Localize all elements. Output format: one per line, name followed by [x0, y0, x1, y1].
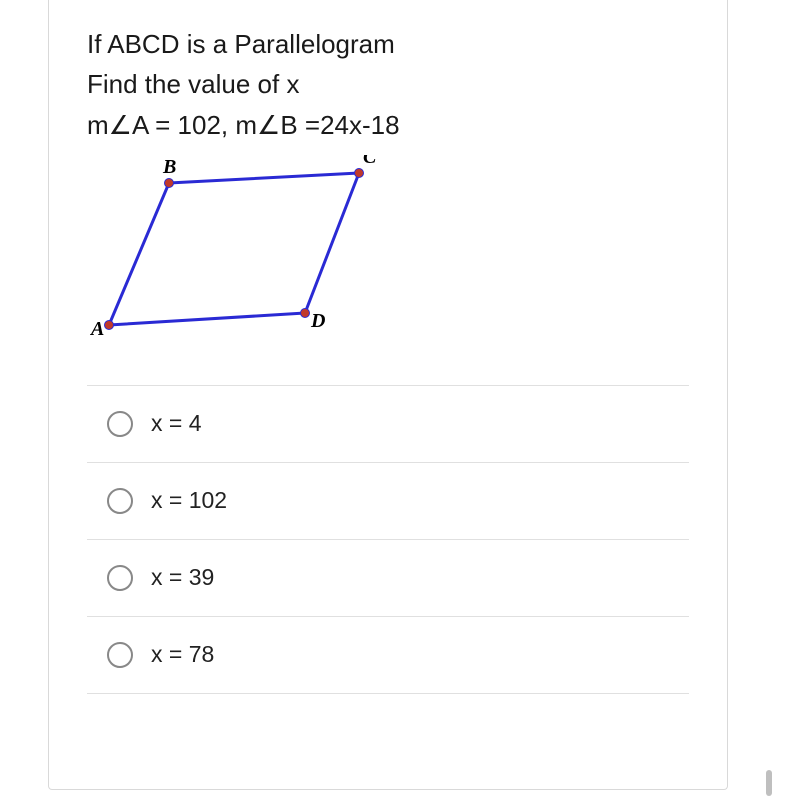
radio-icon[interactable] [107, 488, 133, 514]
angle-symbol: ∠ [109, 110, 132, 140]
svg-text:B: B [162, 156, 176, 178]
question-card: If ABCD is a Parallelogram Find the valu… [48, 0, 728, 790]
option-label: x = 78 [151, 641, 214, 668]
option-2[interactable]: x = 102 [87, 463, 689, 540]
option-4[interactable]: x = 78 [87, 617, 689, 694]
parallelogram-diagram: A B C D [87, 155, 689, 355]
svg-text:D: D [310, 310, 325, 332]
svg-text:C: C [363, 155, 377, 168]
answer-options: x = 4 x = 102 x = 39 x = 78 [87, 385, 689, 694]
scrollbar-thumb[interactable] [766, 770, 772, 796]
option-label: x = 39 [151, 564, 214, 591]
svg-text:A: A [89, 318, 104, 340]
parallelogram-svg: A B C D [87, 155, 387, 355]
option-3[interactable]: x = 39 [87, 540, 689, 617]
option-label: x = 102 [151, 487, 227, 514]
angle-symbol: ∠ [257, 110, 280, 140]
question-line-3: m∠A = 102, m∠B =24x-18 [87, 105, 689, 145]
option-1[interactable]: x = 4 [87, 386, 689, 463]
question-line-1: If ABCD is a Parallelogram [87, 24, 689, 64]
option-label: x = 4 [151, 410, 202, 437]
question-text: If ABCD is a Parallelogram Find the valu… [87, 24, 689, 145]
radio-icon[interactable] [107, 411, 133, 437]
radio-icon[interactable] [107, 642, 133, 668]
question-line-2: Find the value of x [87, 64, 689, 104]
radio-icon[interactable] [107, 565, 133, 591]
